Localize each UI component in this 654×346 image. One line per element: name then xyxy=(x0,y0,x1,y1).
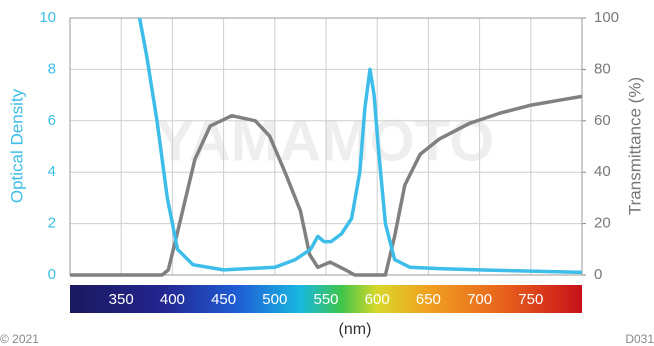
spectrum-bar xyxy=(70,285,582,313)
x-tick-label: 500 xyxy=(262,291,287,308)
x-tick-label: 400 xyxy=(160,291,185,308)
y-tick-label: 0 xyxy=(48,266,56,283)
y-axis-label: Optical Density xyxy=(7,88,26,203)
plot-frame xyxy=(69,17,583,276)
watermark: YAMAMOTO xyxy=(156,108,494,173)
y-tick-label: 8 xyxy=(48,60,56,77)
y-tick-label: 6 xyxy=(48,112,56,129)
y2-tick-label: 0 xyxy=(594,266,602,283)
series-line xyxy=(137,17,583,275)
y2-tick-label: 40 xyxy=(594,163,611,180)
x-tick-label: 550 xyxy=(313,291,338,308)
footer-right: D031 xyxy=(625,332,654,346)
y-tick-label: 10 xyxy=(39,9,56,26)
y2-tick-label: 100 xyxy=(594,9,619,26)
x-tick-label: 350 xyxy=(109,291,134,308)
y-tick-label: 4 xyxy=(48,163,56,180)
y2-tick-label: 60 xyxy=(594,112,611,129)
y2-tick-label: 20 xyxy=(594,215,611,232)
footer-left: © 2021 xyxy=(0,332,39,346)
x-axis-label: (nm) xyxy=(339,321,372,338)
y-tick-label: 2 xyxy=(48,215,56,232)
x-tick-label: 600 xyxy=(365,291,390,308)
x-tick-label: 450 xyxy=(211,291,236,308)
x-tick-label: 650 xyxy=(416,291,441,308)
x-tick-label: 700 xyxy=(467,291,492,308)
series-line xyxy=(70,94,583,277)
y2-tick-label: 80 xyxy=(594,60,611,77)
y2-axis-label: Transmittance (%) xyxy=(625,77,644,215)
x-tick-label: 750 xyxy=(518,291,543,308)
